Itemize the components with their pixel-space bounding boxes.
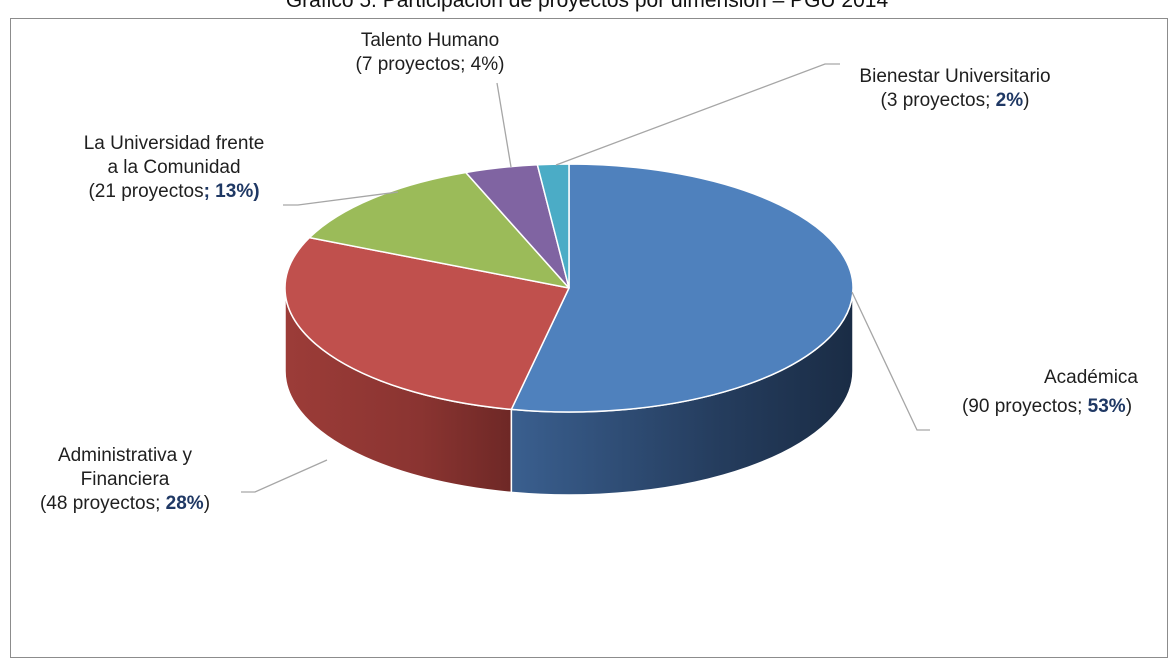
label-administrativa-suffix: ) — [203, 493, 211, 514]
leader-line-bienestar — [555, 63, 840, 166]
leader-lines — [241, 63, 930, 493]
label-bienestar: Bienestar Universitario (3 proyectos; 2%… — [830, 65, 1080, 113]
pie-slice-bienestar-universitario — [536, 163, 570, 289]
label-administrativa-line1: Administrativa y — [57, 445, 193, 466]
pie-chart — [241, 63, 930, 496]
label-academica-value: (90 proyectos; 53%) — [924, 395, 1170, 419]
label-comunidad: La Universidad frente a la Comunidad (21… — [64, 132, 284, 204]
pie-slice-administrativa-y-financiera — [284, 236, 570, 411]
label-academica-name: Académica — [1044, 367, 1138, 388]
label-bienestar-prefix: (3 proyectos; — [880, 90, 996, 111]
chart-title: Gráfico 5. Participación de proyectos po… — [285, 0, 889, 12]
label-academica-suffix: ) — [1125, 396, 1133, 417]
label-talento: Talento Humano (7 proyectos; 4%) — [320, 29, 540, 77]
leader-line-administrativa — [241, 459, 328, 493]
pie-top-group — [284, 163, 854, 413]
label-talento-line2: (7 proyectos; 4%) — [355, 54, 505, 75]
label-bienestar-line1: Bienestar Universitario — [859, 66, 1051, 87]
label-bienestar-pct: 2% — [995, 90, 1024, 111]
pie-slice-academica — [510, 163, 854, 413]
label-administrativa: Administrativa y Financiera (48 proyecto… — [10, 444, 240, 516]
label-administrativa-prefix: (48 proyectos; — [39, 493, 166, 514]
label-comunidad-line1: La Universidad frente — [83, 133, 265, 154]
leader-line-academica — [851, 291, 930, 431]
label-bienestar-suffix: ) — [1023, 90, 1030, 111]
label-administrativa-line2: Financiera — [80, 469, 170, 490]
leader-line-talento — [496, 82, 512, 168]
label-comunidad-line2: a la Comunidad — [107, 157, 241, 178]
label-administrativa-pct: 28% — [165, 493, 204, 514]
label-academica-pct: 53% — [1087, 396, 1126, 417]
pie-slice-la-universidad-frente-a-la-comunidad — [308, 171, 570, 289]
label-comunidad-prefix: (21 proyectos — [88, 181, 204, 202]
label-academica: Académica — [1011, 366, 1171, 390]
label-talento-line1: Talento Humano — [360, 30, 500, 51]
label-comunidad-pct: ; 13%) — [203, 181, 260, 202]
label-academica-prefix: (90 proyectos; — [961, 396, 1088, 417]
leader-line-comunidad — [283, 191, 399, 206]
